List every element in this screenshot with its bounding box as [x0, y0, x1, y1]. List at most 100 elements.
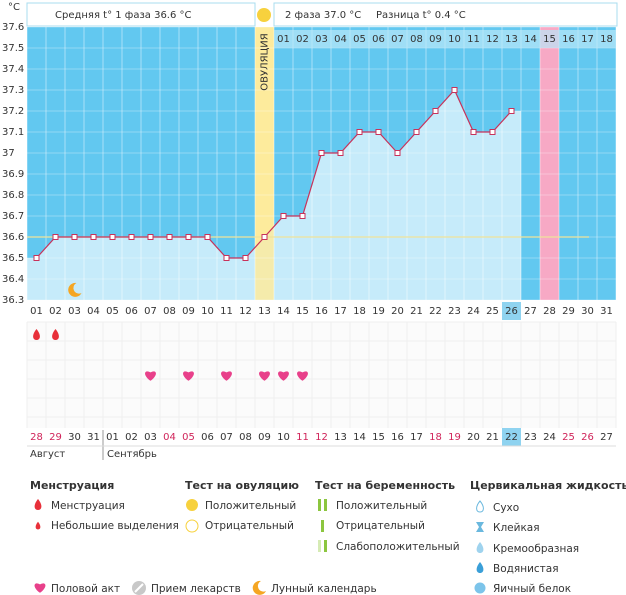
ovulation-label: ОВУЛЯЦИЯ	[260, 33, 271, 91]
legend-item: Водянистая	[493, 563, 559, 575]
legend-title: Тест на овуляцию	[185, 479, 299, 492]
day-label: 24	[467, 306, 480, 317]
ovulation-dot	[257, 8, 271, 22]
icon	[324, 540, 327, 552]
calendar-date: 11	[296, 432, 309, 443]
calendar-date: 03	[144, 432, 157, 443]
temperature-point	[109, 234, 116, 240]
intercourse-icon	[221, 371, 232, 381]
day-label: 27	[524, 306, 537, 317]
icon	[324, 499, 327, 511]
calendar-date: 29	[49, 432, 62, 443]
temperature-point	[375, 129, 382, 135]
menstruation-icon	[33, 329, 40, 340]
day-label: 04	[87, 306, 100, 317]
temperature-point	[318, 150, 325, 156]
day-label: 18	[353, 306, 366, 317]
temperature-point	[204, 234, 211, 240]
calendar-date: 26	[581, 432, 594, 443]
legend-item: Слабоположительный	[336, 541, 460, 553]
day-label: 12	[239, 306, 252, 317]
cycle-day: 16	[562, 34, 575, 45]
temperature-point	[413, 129, 420, 135]
cycle-day: 14	[524, 34, 537, 45]
day-label: 28	[543, 306, 556, 317]
day-label: 21	[410, 306, 423, 317]
day-label: 02	[49, 306, 62, 317]
legend-item: Положительный	[336, 500, 427, 512]
day-label: 09	[182, 306, 195, 317]
y-tick-label: 37.5	[2, 43, 24, 54]
phase1-average: Средняя t° 1 фаза 36.6 °C	[55, 10, 192, 21]
temperature-point	[451, 87, 458, 93]
icon	[476, 522, 484, 532]
legend-item: Клейкая	[493, 522, 540, 534]
calendar-date: 30	[68, 432, 81, 443]
legend-title: Менструация	[30, 479, 114, 492]
calendar-date: 04	[163, 432, 176, 443]
icon	[476, 562, 484, 573]
today-highlight	[502, 428, 521, 446]
y-tick-label: 36.8	[2, 190, 24, 201]
month-label: Сентябрь	[107, 449, 157, 460]
icon	[318, 540, 321, 552]
legend: Менструация Менструация Небольшие выделе…	[30, 479, 626, 595]
day-label: 29	[562, 306, 575, 317]
day-label: 08	[163, 306, 176, 317]
calendar-date: 24	[543, 432, 556, 443]
icon	[134, 583, 144, 593]
day-label: 10	[201, 306, 214, 317]
temperature-point	[489, 129, 496, 135]
y-tick-label: 37.6	[2, 22, 24, 33]
day-label: 23	[448, 306, 461, 317]
icon	[474, 582, 486, 594]
symbol-grid	[27, 322, 616, 428]
cycle-day: 10	[448, 34, 461, 45]
icon	[34, 499, 42, 510]
calendar-date: 21	[486, 432, 499, 443]
y-tick-label: 37.3	[2, 85, 24, 96]
calendar-date: 07	[220, 432, 233, 443]
menstruation-icon	[52, 329, 59, 340]
legend-item: Яичный белок	[493, 583, 571, 595]
day-label: 03	[68, 306, 81, 317]
legend-item: Половой акт	[51, 583, 120, 595]
calendar-date: 28	[30, 432, 43, 443]
calendar-date: 12	[315, 432, 328, 443]
y-tick-label: 36.3	[2, 295, 24, 306]
day-label: 30	[581, 306, 594, 317]
day-label: 31	[600, 306, 613, 317]
expected-period-column	[540, 27, 559, 300]
temperature-point	[394, 150, 401, 156]
calendar-date: 13	[334, 432, 347, 443]
intercourse-icon	[297, 371, 308, 381]
temperature-point	[470, 129, 477, 135]
icon	[321, 520, 324, 532]
cycle-day: 06	[372, 34, 385, 45]
calendar-date: 19	[448, 432, 461, 443]
cycle-day: 07	[391, 34, 404, 45]
temperature-line	[36, 88, 512, 259]
chart: 36.3 36.4 36.5 36.6 36.7 36.8 36.9 37 37.1 37.2 37…	[2, 22, 617, 460]
day-label: 05	[106, 306, 119, 317]
temperature-point	[90, 234, 97, 240]
day-label: 20	[391, 306, 404, 317]
cycle-day: 13	[505, 34, 518, 45]
day-label: 25	[486, 306, 499, 317]
legend-title: Цервикальная жидкость	[470, 479, 626, 492]
intercourse-icon	[278, 371, 289, 381]
cycle-day: 08	[410, 34, 423, 45]
icon	[252, 580, 266, 595]
cycle-day: 12	[486, 34, 499, 45]
intercourse-icon	[183, 371, 194, 381]
legend-item: Сухо	[493, 502, 519, 514]
moon-icon	[68, 282, 82, 297]
legend-item: Небольшие выделения	[51, 520, 179, 532]
calendar-date: 17	[410, 432, 423, 443]
phase1-box	[26, 2, 256, 27]
temperature-point	[242, 255, 249, 261]
day-label: 19	[372, 306, 385, 317]
calendar-date: 09	[258, 432, 271, 443]
calendar-date: 27	[600, 432, 613, 443]
y-tick-label: 37.4	[2, 64, 24, 75]
